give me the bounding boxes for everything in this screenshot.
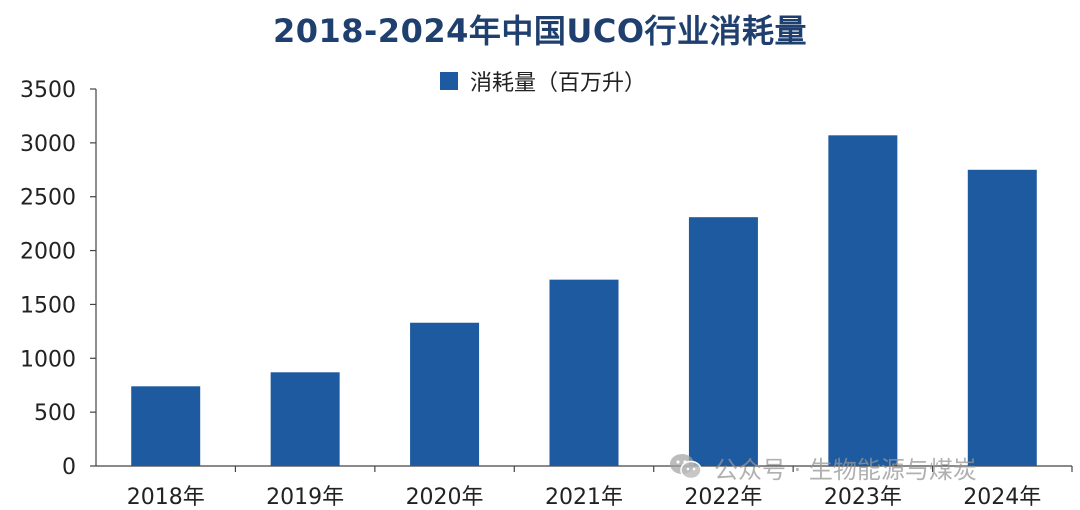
bar [967, 169, 1037, 467]
legend-label: 消耗量（百万升） [470, 71, 647, 96]
legend-swatch [440, 72, 458, 90]
chart-title: 2018-2024年中国UCO行业消耗量 [272, 12, 808, 50]
y-tick-label: 2000 [20, 240, 76, 265]
bar [688, 217, 758, 466]
y-tick-label: 3000 [20, 132, 76, 157]
x-tick-label: 2024年 [963, 485, 1041, 510]
y-tick-label: 500 [34, 401, 76, 426]
x-tick-label: 2020年 [406, 485, 484, 510]
legend: 消耗量（百万升） [440, 66, 646, 96]
y-tick-label: 1000 [20, 347, 76, 372]
bar [270, 372, 340, 466]
bar [549, 279, 619, 466]
y-tick-label: 0 [62, 455, 76, 480]
x-tick-label: 2019年 [266, 485, 344, 510]
x-tick-label: 2022年 [684, 485, 762, 510]
y-tick-label: 3500 [20, 78, 76, 103]
bar [828, 135, 898, 466]
bar [410, 322, 480, 466]
y-tick-label: 1500 [20, 293, 76, 318]
y-tick-label: 2500 [20, 186, 76, 211]
x-tick-label: 2018年 [127, 485, 205, 510]
x-tick-label: 2021年 [545, 485, 623, 510]
x-tick-label: 2023年 [824, 485, 902, 510]
bar [131, 386, 201, 466]
